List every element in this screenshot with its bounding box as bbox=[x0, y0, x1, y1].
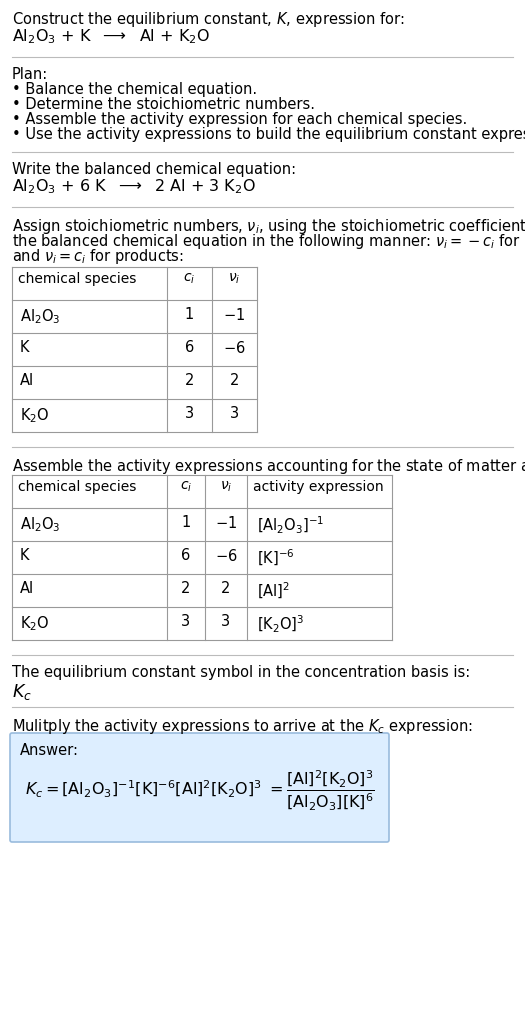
Text: Answer:: Answer: bbox=[20, 743, 79, 758]
Text: Plan:: Plan: bbox=[12, 67, 48, 82]
Text: Construct the equilibrium constant, $K$, expression for:: Construct the equilibrium constant, $K$,… bbox=[12, 10, 405, 29]
Text: • Balance the chemical equation.: • Balance the chemical equation. bbox=[12, 82, 257, 97]
Text: 2: 2 bbox=[185, 373, 194, 388]
Text: Write the balanced chemical equation:: Write the balanced chemical equation: bbox=[12, 162, 296, 177]
Text: 3: 3 bbox=[185, 406, 194, 421]
Text: chemical species: chemical species bbox=[18, 272, 136, 286]
Text: 1: 1 bbox=[185, 307, 194, 322]
Text: 3: 3 bbox=[230, 406, 239, 421]
Text: and $\nu_i = c_i$ for products:: and $\nu_i = c_i$ for products: bbox=[12, 247, 184, 266]
Text: $\mathrm{Al_2O_3}$: $\mathrm{Al_2O_3}$ bbox=[20, 307, 60, 325]
Text: $-1$: $-1$ bbox=[224, 307, 246, 323]
Text: $K_c = [\mathrm{Al_2O_3}]^{-1}[\mathrm{K}]^{-6}[\mathrm{Al}]^{2}[\mathrm{K_2O}]^: $K_c = [\mathrm{Al_2O_3}]^{-1}[\mathrm{K… bbox=[25, 768, 374, 812]
Text: Al: Al bbox=[20, 373, 34, 388]
Text: • Determine the stoichiometric numbers.: • Determine the stoichiometric numbers. bbox=[12, 97, 315, 112]
Text: 2: 2 bbox=[222, 581, 230, 596]
Text: the balanced chemical equation in the following manner: $\nu_i = -c_i$ for react: the balanced chemical equation in the fo… bbox=[12, 232, 525, 251]
Text: $c_i$: $c_i$ bbox=[180, 480, 192, 495]
Text: Assign stoichiometric numbers, $\nu_i$, using the stoichiometric coefficients, $: Assign stoichiometric numbers, $\nu_i$, … bbox=[12, 217, 525, 236]
Text: $\nu_i$: $\nu_i$ bbox=[220, 480, 232, 495]
Text: $[\mathrm{Al}]^{2}$: $[\mathrm{Al}]^{2}$ bbox=[257, 581, 290, 601]
Text: $\mathrm{Al_2O_3}$ + K  $\longrightarrow$  Al + $\mathrm{K_2O}$: $\mathrm{Al_2O_3}$ + K $\longrightarrow$… bbox=[12, 27, 210, 45]
Text: $c_i$: $c_i$ bbox=[183, 272, 196, 287]
Text: $\nu_i$: $\nu_i$ bbox=[228, 272, 240, 287]
FancyBboxPatch shape bbox=[10, 733, 389, 842]
Text: Al: Al bbox=[20, 581, 34, 596]
Text: $\mathrm{Al_2O_3}$: $\mathrm{Al_2O_3}$ bbox=[20, 515, 60, 533]
Text: 6: 6 bbox=[181, 548, 191, 563]
Text: $[\mathrm{K}]^{-6}$: $[\mathrm{K}]^{-6}$ bbox=[257, 548, 295, 568]
Text: $K_c$: $K_c$ bbox=[12, 682, 32, 702]
Text: 3: 3 bbox=[222, 614, 230, 629]
Text: $-6$: $-6$ bbox=[223, 340, 246, 356]
Text: The equilibrium constant symbol in the concentration basis is:: The equilibrium constant symbol in the c… bbox=[12, 665, 470, 680]
Text: activity expression: activity expression bbox=[253, 480, 384, 494]
Text: $-1$: $-1$ bbox=[215, 515, 237, 531]
Text: Assemble the activity expressions accounting for the state of matter and $\nu_i$: Assemble the activity expressions accoun… bbox=[12, 457, 525, 476]
Text: $[\mathrm{K_2O}]^{3}$: $[\mathrm{K_2O}]^{3}$ bbox=[257, 614, 304, 635]
Text: Mulitply the activity expressions to arrive at the $K_c$ expression:: Mulitply the activity expressions to arr… bbox=[12, 717, 473, 736]
Text: 6: 6 bbox=[185, 340, 194, 355]
Text: K: K bbox=[20, 548, 29, 563]
Text: $\mathrm{K_2O}$: $\mathrm{K_2O}$ bbox=[20, 614, 49, 632]
Text: K: K bbox=[20, 340, 29, 355]
Text: 3: 3 bbox=[182, 614, 191, 629]
Text: chemical species: chemical species bbox=[18, 480, 136, 494]
Text: $\mathrm{K_2O}$: $\mathrm{K_2O}$ bbox=[20, 406, 49, 424]
Text: • Assemble the activity expression for each chemical species.: • Assemble the activity expression for e… bbox=[12, 112, 467, 127]
Text: 1: 1 bbox=[181, 515, 191, 530]
Text: $[\mathrm{Al_2O_3}]^{-1}$: $[\mathrm{Al_2O_3}]^{-1}$ bbox=[257, 515, 324, 536]
Text: 2: 2 bbox=[181, 581, 191, 596]
Text: $\mathrm{Al_2O_3}$ + 6 K  $\longrightarrow$  2 Al + 3 $\mathrm{K_2O}$: $\mathrm{Al_2O_3}$ + 6 K $\longrightarro… bbox=[12, 177, 256, 196]
Text: • Use the activity expressions to build the equilibrium constant expression.: • Use the activity expressions to build … bbox=[12, 127, 525, 142]
Text: 2: 2 bbox=[230, 373, 239, 388]
Text: $-6$: $-6$ bbox=[215, 548, 237, 564]
